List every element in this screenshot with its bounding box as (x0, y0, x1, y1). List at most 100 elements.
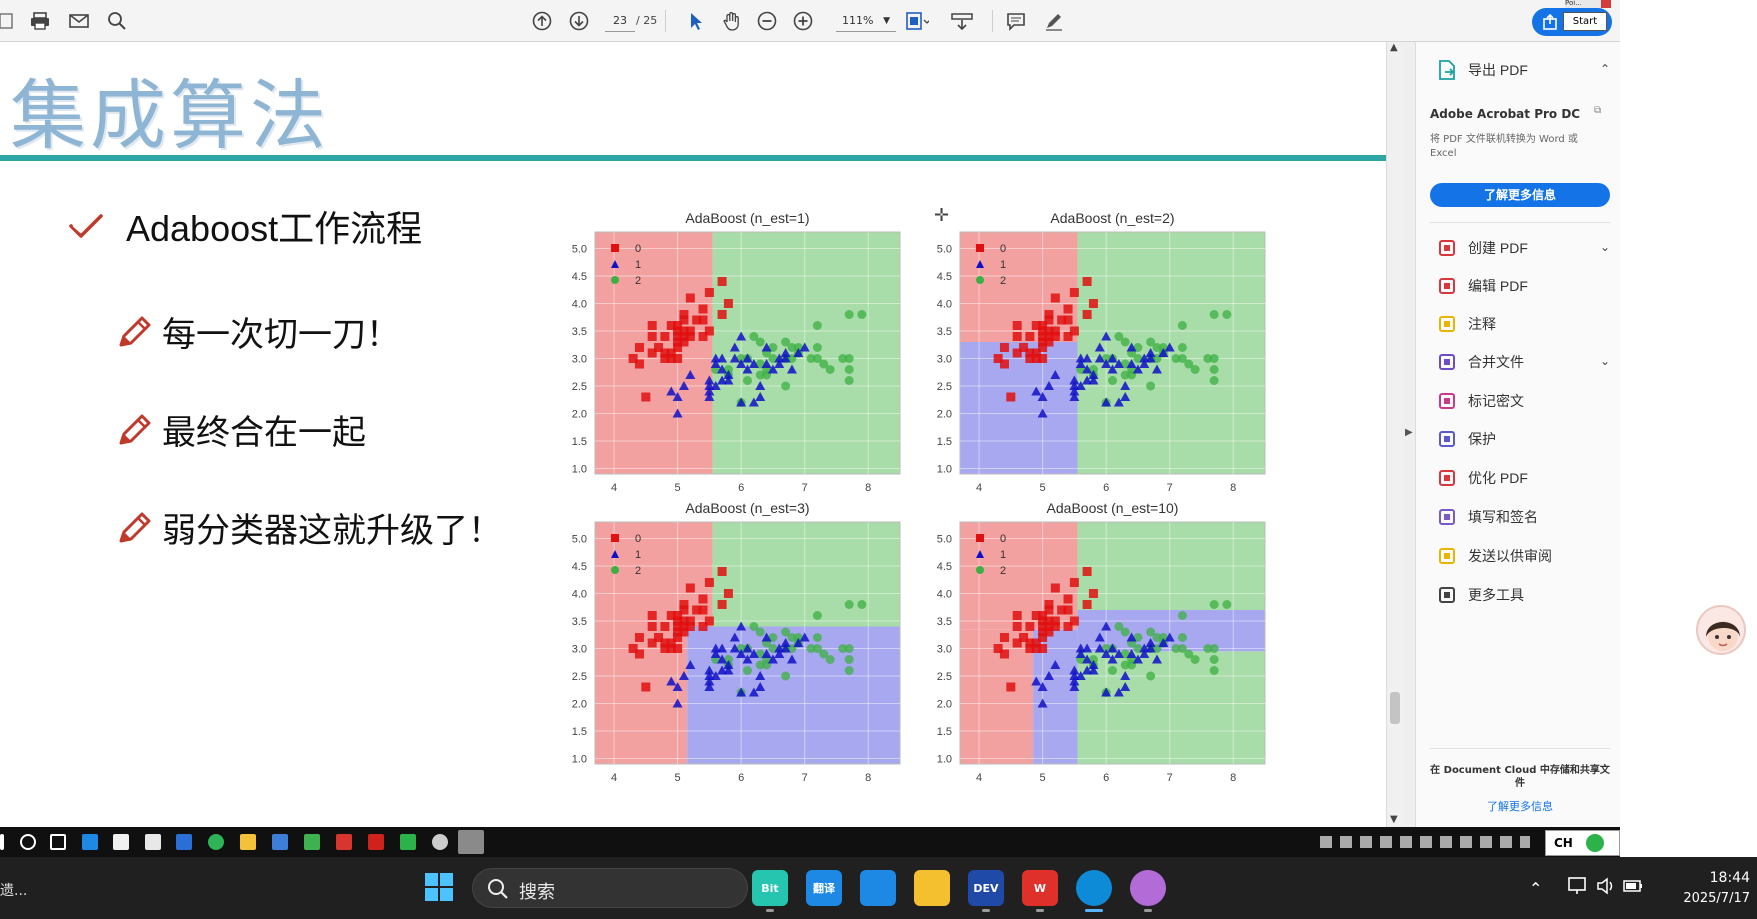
zoom-level-select[interactable]: 111% ▼ (836, 10, 896, 32)
point-class-1 (1101, 687, 1112, 697)
point-class-1 (1120, 381, 1131, 390)
ime-indicator[interactable]: CH (1545, 830, 1620, 856)
save-icon[interactable] (0, 9, 18, 33)
assistant-avatar[interactable] (1696, 605, 1746, 655)
app-icon[interactable] (208, 834, 224, 850)
point-class-1 (723, 665, 734, 675)
app-icon[interactable] (400, 834, 416, 850)
tool-item[interactable]: 标记密文 (1436, 388, 1614, 414)
point-class-2 (1101, 354, 1111, 363)
comment-icon[interactable] (1004, 9, 1028, 33)
chevron-down-icon[interactable]: ⌄ (1599, 240, 1610, 254)
point-class-1 (672, 408, 683, 418)
y-tick-label: 1.0 (937, 464, 952, 476)
tool-item[interactable]: 编辑 PDF (1436, 273, 1614, 299)
active-app-icon[interactable] (458, 830, 484, 854)
share-icon (1543, 14, 1557, 30)
folder-icon[interactable] (240, 834, 256, 850)
windows-start-button[interactable] (424, 872, 454, 902)
zoom-in-icon[interactable] (791, 9, 815, 33)
wps-app-icon[interactable]: W (1022, 870, 1058, 906)
vscode-app-icon[interactable] (860, 870, 896, 906)
chevron-up-icon[interactable]: ⌃ (1529, 879, 1543, 898)
translate-app-icon[interactable]: 翻译 (806, 870, 842, 906)
scroll-mode-icon[interactable] (950, 9, 974, 33)
next-page-icon[interactable] (567, 9, 591, 33)
acrobat-icon[interactable] (368, 834, 384, 850)
document-scrollbar[interactable]: ▲ ▼ (1386, 42, 1402, 827)
remote-taskbar (0, 827, 1620, 857)
clock-date[interactable]: 2025/7/17 (1683, 891, 1750, 906)
fit-page-icon[interactable] (905, 9, 929, 33)
battery-icon[interactable] (1622, 876, 1644, 900)
point-class-1 (1082, 665, 1093, 675)
point-class-1 (1107, 643, 1118, 653)
mail-icon[interactable] (67, 9, 91, 33)
point-class-0 (1025, 348, 1035, 358)
page-number-input[interactable]: 23 (605, 10, 635, 32)
pane-collapse-bar[interactable]: ▶ (1402, 42, 1416, 827)
search-icon (488, 879, 508, 899)
network-icon[interactable] (1568, 876, 1590, 900)
edge-app-icon[interactable] (1076, 870, 1112, 906)
explorer-app-icon[interactable] (914, 870, 950, 906)
task-view-icon[interactable] (50, 834, 66, 850)
copy-icon[interactable]: ⧉ (1594, 105, 1602, 116)
mail-app-icon[interactable] (145, 834, 161, 850)
app-icon[interactable] (304, 834, 320, 850)
bit-app-icon[interactable]: Bit (752, 870, 788, 906)
tool-item[interactable]: 合并文件 ⌄ (1436, 349, 1614, 375)
ie-icon[interactable] (82, 834, 98, 850)
chevron-down-icon[interactable]: ⌄ (1599, 354, 1610, 368)
tools-pane (1402, 42, 1620, 827)
point-class-1 (755, 671, 766, 680)
tool-item[interactable]: 保护 (1436, 426, 1614, 452)
point-class-0 (1069, 288, 1079, 297)
y-tick-label: 2.0 (572, 699, 587, 711)
y-tick-label: 3.5 (937, 616, 952, 628)
start-button[interactable]: Start (1563, 12, 1607, 31)
scroll-thumb[interactable] (1390, 692, 1400, 724)
select-cursor-icon[interactable] (684, 9, 708, 33)
previous-page-icon[interactable] (530, 9, 554, 33)
app-icon[interactable] (432, 834, 448, 850)
taskbar-search[interactable]: 搜索 (472, 868, 748, 908)
tray-icons[interactable] (1320, 836, 1530, 848)
point-class-0 (993, 354, 1003, 363)
x-tick-label: 5 (675, 482, 681, 494)
start-icon[interactable] (0, 834, 4, 850)
scroll-up-icon[interactable]: ▲ (1390, 42, 1398, 53)
volume-icon[interactable] (1596, 876, 1616, 900)
y-tick-label: 3.5 (572, 616, 587, 628)
point-class-1 (710, 381, 721, 390)
cortana-icon[interactable] (20, 834, 36, 850)
app-icon[interactable] (272, 834, 288, 850)
tool-item[interactable]: 更多工具 (1436, 582, 1614, 608)
hand-tool-icon[interactable] (720, 9, 744, 33)
draw-pen-icon[interactable] (1042, 9, 1066, 33)
tool-item[interactable]: 注释 (1436, 311, 1614, 337)
point-class-2 (755, 370, 765, 380)
tool-item[interactable]: 创建 PDF ⌄ (1436, 235, 1614, 261)
zoom-out-icon[interactable] (755, 9, 779, 33)
app-icon[interactable] (336, 834, 352, 850)
document-cloud-link[interactable]: 了解更多信息 (1487, 800, 1553, 813)
point-class-0 (698, 332, 708, 341)
scroll-down-icon[interactable]: ▼ (1390, 814, 1398, 825)
app-icon[interactable] (176, 834, 192, 850)
point-class-2 (812, 343, 822, 352)
tool-item[interactable]: 填写和签名 (1436, 504, 1614, 530)
tool-item[interactable]: 优化 PDF (1436, 465, 1614, 491)
cat-app-icon[interactable] (1130, 870, 1166, 906)
devc-app-icon[interactable]: DEV (968, 870, 1004, 906)
point-class-2 (755, 627, 765, 637)
store-icon[interactable] (113, 834, 129, 850)
search-icon[interactable] (105, 9, 129, 33)
popup-close-button[interactable] (1601, 0, 1611, 8)
clock-time[interactable]: 18:44 (1709, 870, 1750, 886)
learn-more-button[interactable]: 了解更多信息 (1430, 183, 1610, 207)
export-pdf-header[interactable]: 导出 PDF ⌃ (1436, 57, 1614, 83)
pane-divider (1430, 748, 1610, 749)
print-icon[interactable] (28, 9, 52, 33)
tool-item[interactable]: 发送以供审阅 (1436, 543, 1614, 569)
